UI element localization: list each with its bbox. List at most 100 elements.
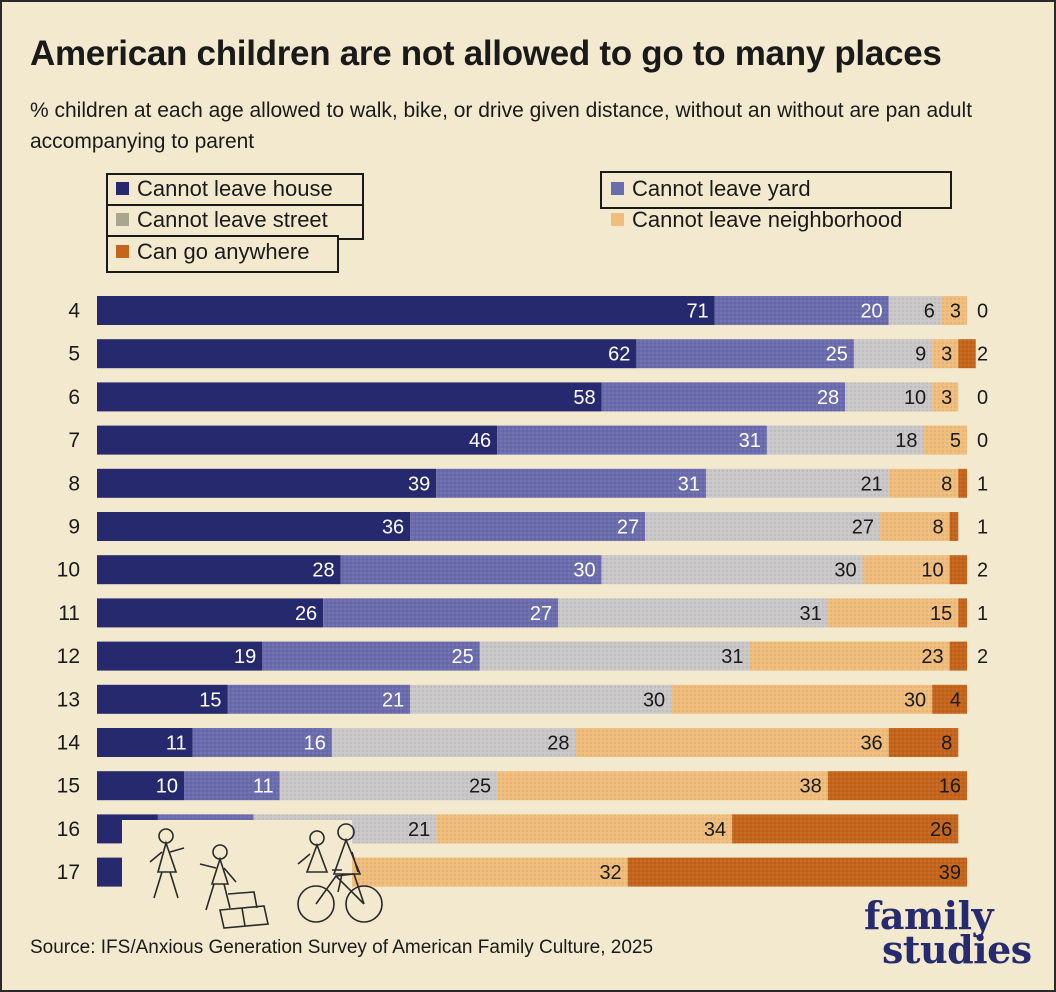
bar-texture	[949, 512, 959, 541]
bar-texture	[575, 728, 889, 757]
data-label-house: 26	[295, 603, 317, 625]
bar-texture	[949, 641, 967, 671]
data-label-neighborhood: 36	[860, 733, 882, 755]
bar-texture	[888, 296, 941, 325]
data-label-street: 31	[721, 646, 743, 668]
bar-texture	[671, 684, 933, 714]
data-label-street: 18	[895, 430, 917, 452]
data-label-yard: 28	[817, 387, 839, 409]
bar-house	[97, 684, 228, 714]
data-label-yard: 25	[826, 344, 848, 366]
data-label-neighborhood: 10	[921, 560, 943, 582]
bar-house	[97, 468, 437, 498]
bar-texture	[497, 771, 828, 801]
bar-house	[97, 555, 341, 585]
source-note: Source: IFS/Anxious Generation Survey of…	[30, 937, 654, 958]
bar-house	[97, 728, 193, 757]
data-label-neighborhood: 3	[941, 387, 952, 409]
age-label: 17	[57, 861, 80, 884]
age-label: 6	[68, 386, 80, 409]
age-label: 15	[57, 775, 80, 798]
child-1-body-icon	[149, 840, 185, 899]
bar-texture	[340, 555, 602, 585]
bar-house	[97, 339, 637, 369]
legend-box-street	[106, 204, 364, 240]
legend-swatch-yard	[611, 182, 624, 195]
data-label-neighborhood: 3	[941, 344, 952, 366]
data-label-anywhere: 2	[977, 344, 988, 366]
bar-texture	[479, 641, 750, 671]
data-label-street: 30	[643, 689, 665, 711]
bar-texture	[349, 857, 628, 887]
bar-house	[97, 296, 715, 325]
bar-house	[97, 771, 184, 801]
age-label: 7	[68, 429, 80, 452]
age-label: 14	[57, 732, 81, 755]
legend-swatch-street	[116, 213, 129, 226]
bar-texture	[192, 728, 332, 757]
bar-texture	[436, 814, 733, 844]
bar-texture	[558, 598, 828, 628]
child-2-body-icon	[199, 856, 237, 911]
data-label-neighborhood: 5	[950, 430, 961, 452]
legend-swatch-house	[116, 182, 129, 195]
bar-texture	[888, 468, 959, 498]
data-label-anywhere: 0	[977, 430, 988, 452]
data-label-anywhere: 0	[977, 387, 988, 409]
bar-texture	[636, 339, 854, 369]
bar-texture	[184, 771, 280, 801]
child-3-body-icon	[297, 842, 329, 873]
data-label-house: 39	[408, 473, 430, 495]
data-label-yard: 27	[530, 603, 552, 625]
child-4-body-icon	[332, 837, 362, 893]
bar-texture	[932, 382, 959, 412]
legend-item-anywhere: Can go anywhere	[116, 239, 309, 265]
legend-box-yard	[600, 171, 952, 209]
bar-house	[97, 425, 498, 455]
data-label-neighborhood: 8	[932, 517, 943, 539]
legend-label-anywhere: Can go anywhere	[137, 239, 310, 264]
age-label: 16	[57, 818, 80, 841]
data-label-neighborhood: 23	[921, 646, 943, 668]
data-label-house: 19	[234, 646, 256, 668]
family-studies-logo: family studies	[864, 897, 1032, 969]
bar-texture	[853, 339, 933, 369]
bar-texture	[706, 468, 889, 498]
data-label-street: 21	[860, 473, 882, 495]
bar-texture	[932, 339, 959, 369]
bar-texture	[627, 857, 967, 887]
bar-texture	[958, 339, 976, 369]
data-label-anywhere: 1	[977, 603, 988, 625]
legend-item-street: Cannot leave street	[116, 207, 328, 233]
data-label-house: 62	[608, 344, 630, 366]
bar-texture	[497, 425, 767, 455]
data-label-anywhere: 4	[950, 689, 961, 711]
data-label-yard: 20	[860, 301, 882, 323]
legend-swatch-neighborhood	[611, 213, 624, 226]
data-label-anywhere: 0	[977, 301, 988, 323]
data-label-yard: 16	[304, 733, 326, 755]
bar-texture	[862, 555, 950, 585]
data-label-anywhere: 1	[977, 473, 988, 495]
age-label: 10	[57, 559, 80, 582]
bar-texture	[410, 512, 646, 541]
bar-texture	[645, 512, 880, 541]
bar-texture	[279, 771, 498, 801]
data-label-anywhere: 39	[939, 862, 961, 884]
bar-texture	[410, 684, 672, 714]
bar-texture	[601, 382, 846, 412]
page-title: American children are not allowed to go …	[30, 34, 942, 73]
bike-wheel-back-icon	[297, 885, 335, 923]
age-label: 8	[68, 472, 80, 495]
data-label-neighborhood: 30	[904, 689, 926, 711]
data-label-neighborhood: 38	[800, 776, 822, 798]
data-label-house: 11	[166, 733, 187, 755]
age-label: 12	[57, 645, 80, 668]
data-label-house: 15	[199, 689, 221, 711]
data-label-street: 21	[408, 819, 430, 841]
data-label-street: 30	[834, 560, 856, 582]
data-label-yard: 31	[678, 473, 700, 495]
bar-texture	[262, 641, 480, 671]
data-label-yard: 30	[573, 560, 595, 582]
